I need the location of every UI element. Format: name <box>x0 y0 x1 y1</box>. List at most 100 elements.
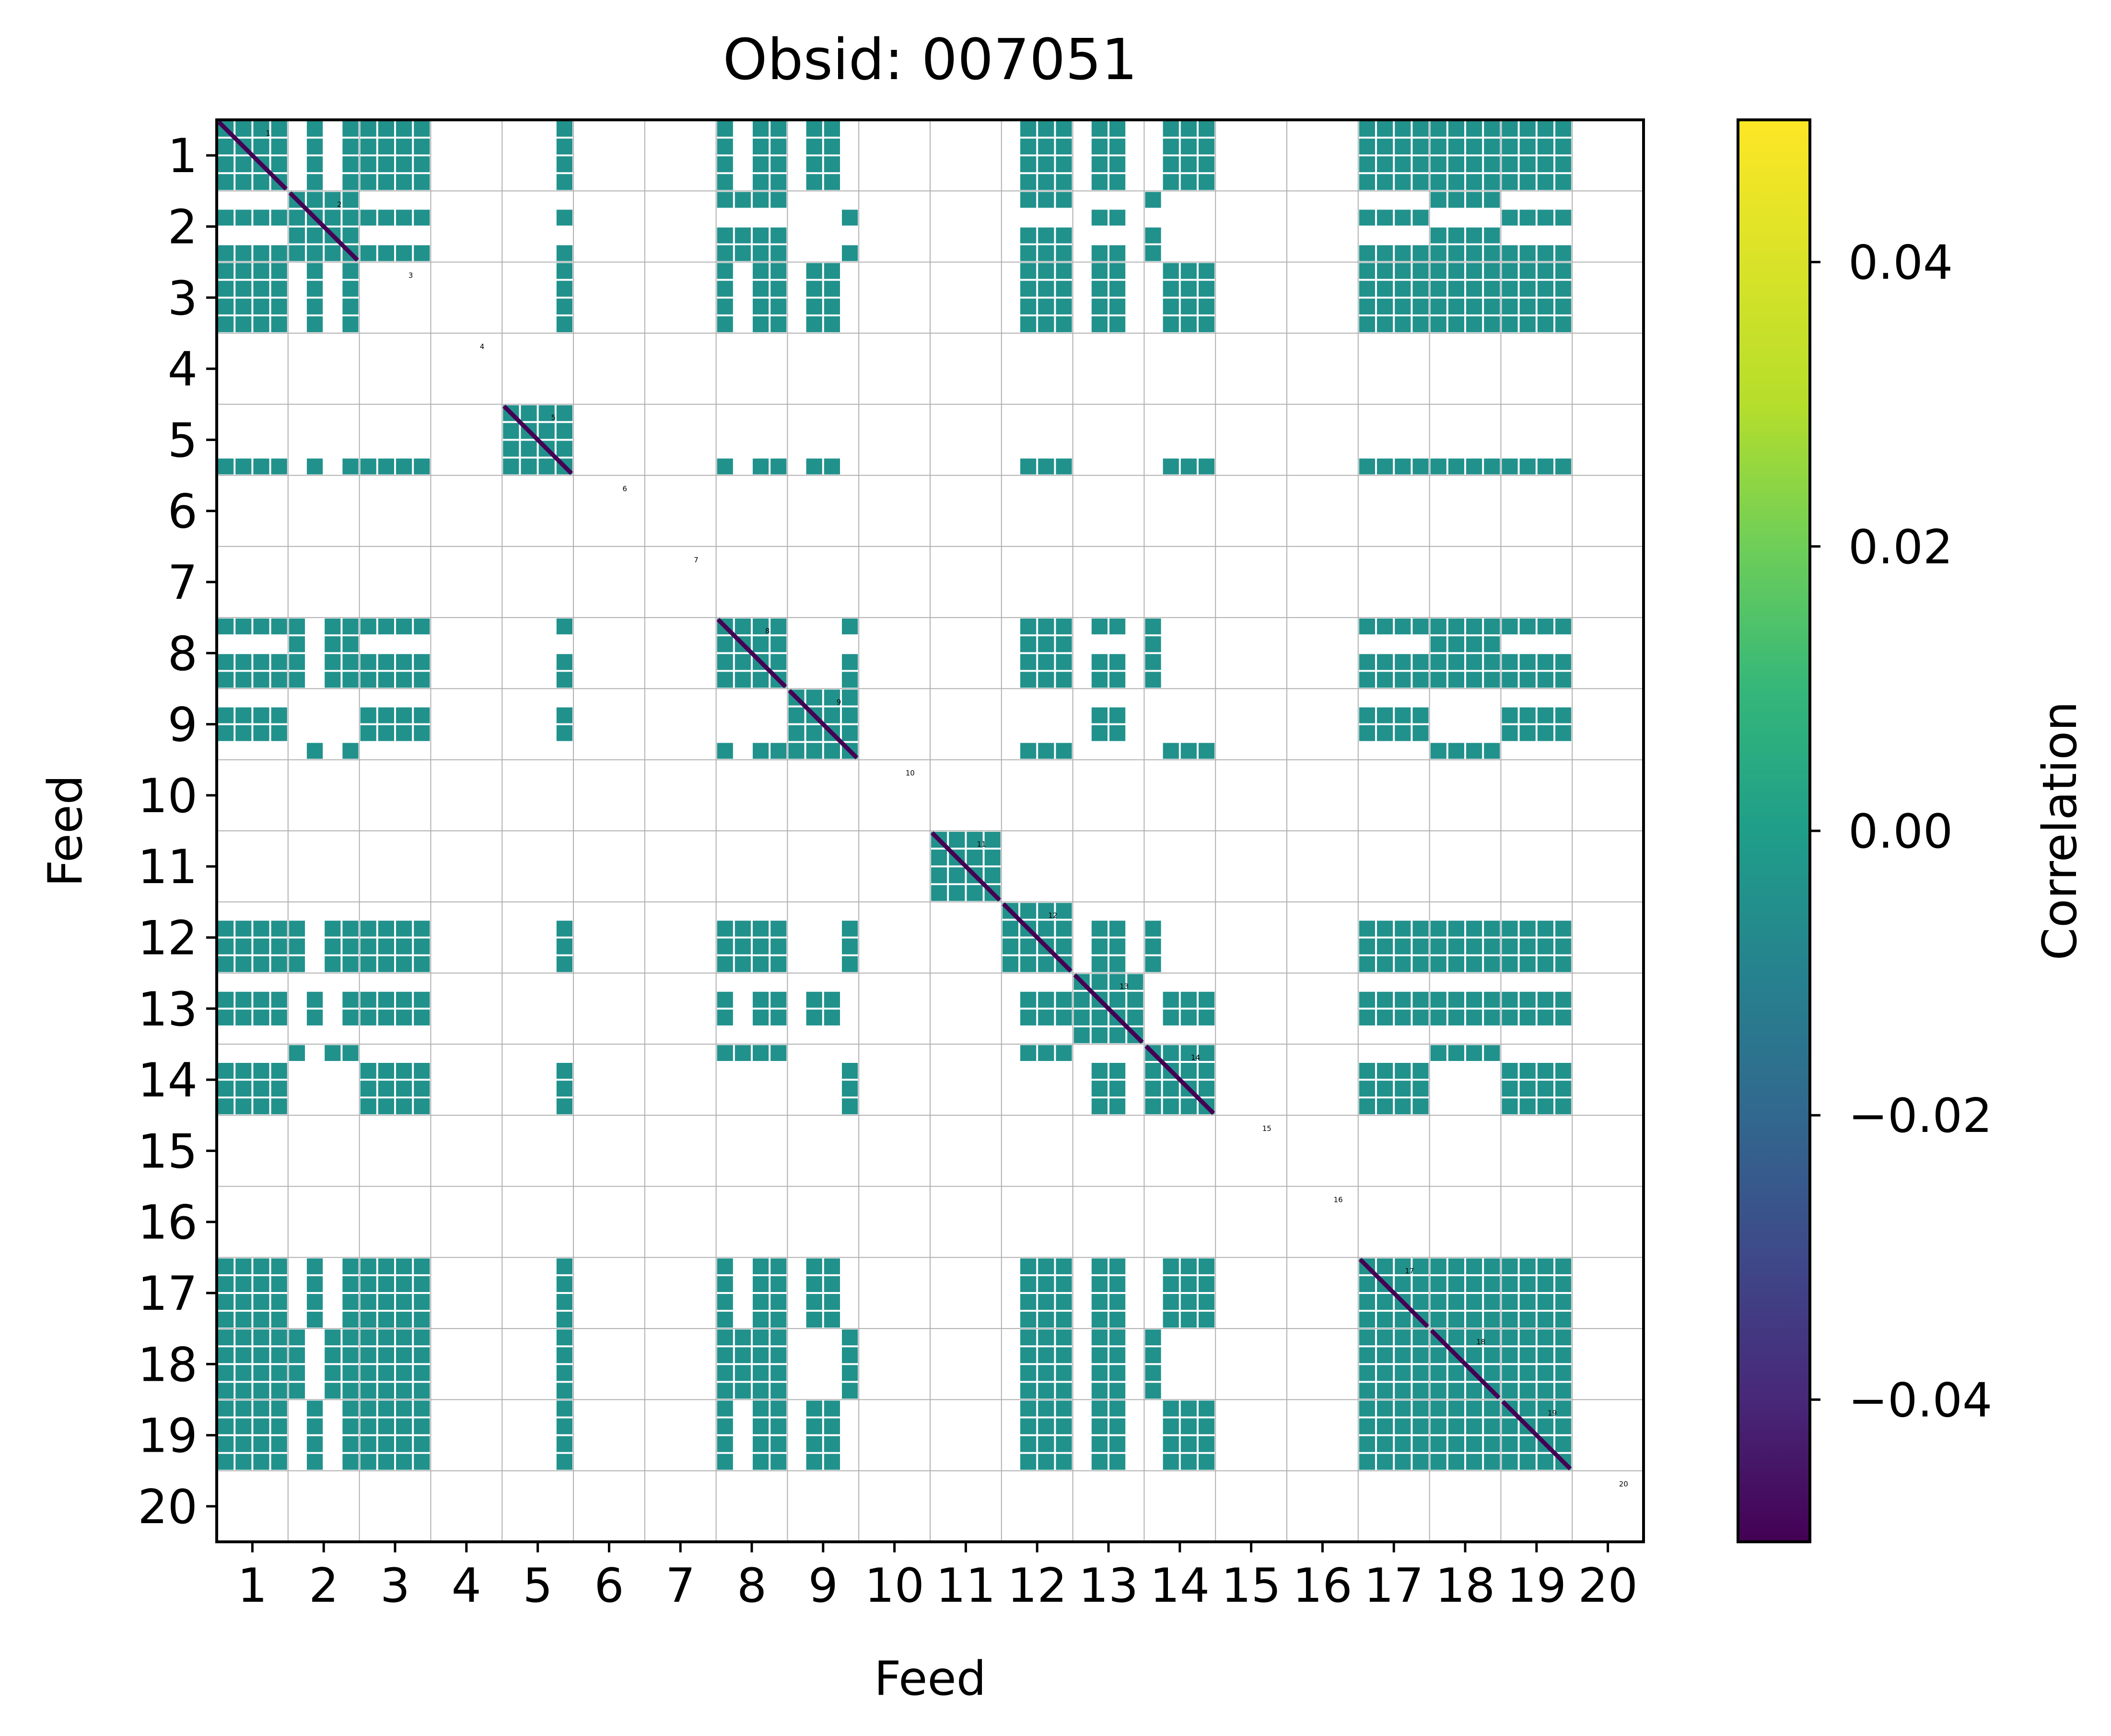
heatmap-cell <box>1448 263 1464 279</box>
heatmap-cell <box>1555 672 1572 688</box>
heatmap-cell <box>1395 1258 1411 1274</box>
heatmap-cell <box>342 1294 359 1310</box>
heatmap-cell <box>414 210 430 226</box>
diagonal-label: 11 <box>977 840 986 849</box>
heatmap-cell <box>1537 1383 1553 1399</box>
heatmap-cell <box>1377 280 1393 297</box>
heatmap-cell <box>235 956 252 972</box>
heatmap-cell <box>842 1365 858 1381</box>
heatmap-cell <box>806 298 822 315</box>
heatmap-cell <box>753 1365 769 1381</box>
heatmap-cell <box>556 174 572 190</box>
heatmap-cell <box>307 1454 323 1470</box>
heatmap-cell <box>1180 1258 1197 1274</box>
heatmap-cell <box>1537 1329 1553 1346</box>
heatmap-cell <box>396 938 412 955</box>
heatmap-cell <box>1163 1312 1179 1328</box>
heatmap-cell <box>218 725 234 741</box>
heatmap-cell <box>1555 938 1572 955</box>
heatmap-cell <box>1091 263 1108 279</box>
heatmap-cell <box>1395 1347 1411 1363</box>
heatmap-cell <box>1109 1418 1126 1434</box>
heatmap-cell <box>1020 298 1037 315</box>
heatmap-cell <box>378 139 394 155</box>
heatmap-cell <box>235 1383 252 1399</box>
heatmap-cell <box>396 245 412 261</box>
heatmap-cell <box>717 1276 733 1292</box>
heatmap-cell <box>342 280 359 297</box>
heatmap-cell <box>1484 1454 1500 1470</box>
heatmap-cell <box>253 458 269 475</box>
heatmap-cell <box>360 156 376 173</box>
heatmap-cell <box>1484 1418 1500 1434</box>
heatmap-cell <box>414 725 430 741</box>
heatmap-cell <box>1412 458 1429 475</box>
heatmap-cell <box>1502 139 1518 155</box>
heatmap-cell <box>1448 991 1464 1008</box>
heatmap-cell <box>360 1276 376 1292</box>
heatmap-cell <box>218 245 234 261</box>
heatmap-cell <box>1466 1045 1482 1061</box>
heatmap-cell <box>396 991 412 1008</box>
heatmap-cell <box>307 316 323 332</box>
x-tick-label: 20 <box>1578 1559 1638 1613</box>
heatmap-cell <box>1430 245 1446 261</box>
heatmap-cell <box>1359 245 1375 261</box>
heatmap-cell <box>1412 174 1429 190</box>
heatmap-cell <box>1359 1294 1375 1310</box>
heatmap-cell <box>1359 1098 1375 1115</box>
heatmap-cell <box>770 156 787 173</box>
heatmap-cell <box>1412 245 1429 261</box>
heatmap-cell <box>360 1436 376 1452</box>
heatmap-cell <box>342 316 359 332</box>
heatmap-cell <box>1359 1312 1375 1328</box>
heatmap-cell <box>1484 174 1500 190</box>
heatmap-cell <box>842 707 858 723</box>
heatmap-cell <box>1519 316 1536 332</box>
heatmap-cell <box>1109 654 1126 670</box>
heatmap-cell <box>1395 174 1411 190</box>
heatmap-cell <box>1056 1312 1072 1328</box>
heatmap-cell <box>967 850 983 866</box>
heatmap-cell <box>342 1258 359 1274</box>
diagonal-label: 3 <box>408 271 413 280</box>
heatmap-cell <box>307 991 323 1008</box>
heatmap-cell <box>360 174 376 190</box>
heatmap-cell <box>1555 920 1572 937</box>
heatmap-cell <box>824 743 840 759</box>
heatmap-cell <box>735 618 751 635</box>
heatmap-cell <box>253 1063 269 1079</box>
heatmap-cell <box>1466 1383 1482 1399</box>
heatmap-cell <box>1412 316 1429 332</box>
heatmap-cell <box>770 743 787 759</box>
heatmap-cell <box>753 1454 769 1470</box>
heatmap-cell <box>717 1258 733 1274</box>
diagonal-cell <box>1002 902 1073 973</box>
heatmap-cell <box>1430 1258 1446 1274</box>
heatmap-cell <box>1502 263 1518 279</box>
heatmap-cell <box>1502 1276 1518 1292</box>
heatmap-cell <box>735 192 751 208</box>
heatmap-cell <box>1430 938 1446 955</box>
heatmap-cell <box>218 1400 234 1417</box>
heatmap-cell <box>1359 210 1375 226</box>
heatmap-cell <box>717 139 733 155</box>
heatmap-cell <box>253 1276 269 1292</box>
heatmap-cell <box>342 1009 359 1025</box>
heatmap-cell <box>1448 1418 1464 1434</box>
heatmap-cell <box>806 280 822 297</box>
heatmap-cell <box>414 1365 430 1381</box>
heatmap-cell <box>1020 903 1037 919</box>
heatmap-cell <box>342 227 359 244</box>
heatmap-cell <box>253 121 269 137</box>
heatmap-cell <box>842 210 858 226</box>
heatmap-cell <box>1091 280 1108 297</box>
heatmap-cell <box>360 458 376 475</box>
heatmap-cell <box>1430 316 1446 332</box>
heatmap-cell <box>360 618 376 635</box>
heatmap-cell <box>1377 1258 1393 1274</box>
heatmap-cell <box>1056 280 1072 297</box>
heatmap-cell <box>1537 672 1553 688</box>
heatmap-cell <box>1199 174 1215 190</box>
heatmap-cell <box>378 174 394 190</box>
